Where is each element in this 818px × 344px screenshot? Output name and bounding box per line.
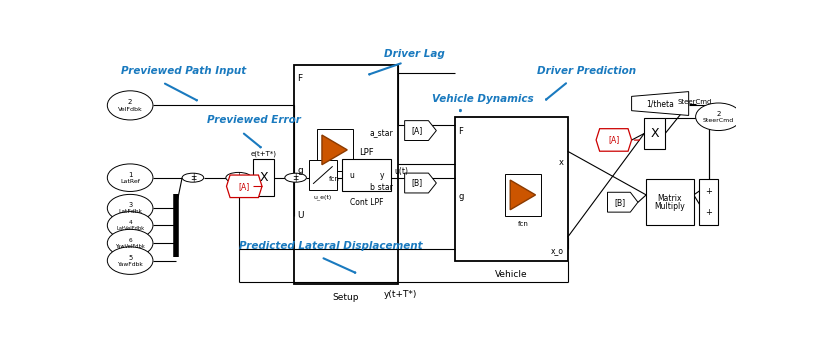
Text: VelFdbk: VelFdbk (118, 107, 142, 111)
Ellipse shape (107, 212, 153, 239)
Ellipse shape (107, 247, 153, 275)
Text: LatFdbk: LatFdbk (118, 209, 142, 214)
Text: Previewed Path Input: Previewed Path Input (121, 66, 246, 76)
Text: LatVelFdbk: LatVelFdbk (116, 226, 144, 231)
Text: 3: 3 (128, 202, 133, 208)
Polygon shape (631, 92, 689, 116)
Text: 4: 4 (128, 220, 132, 225)
Text: 5: 5 (128, 255, 133, 261)
Ellipse shape (695, 103, 741, 130)
Text: e(t+T*): e(t+T*) (250, 150, 276, 157)
FancyBboxPatch shape (455, 117, 568, 261)
Ellipse shape (107, 164, 153, 192)
Circle shape (182, 173, 204, 182)
Text: X: X (259, 171, 268, 184)
Ellipse shape (107, 229, 153, 257)
Text: Matrix: Matrix (658, 194, 682, 203)
FancyBboxPatch shape (342, 159, 391, 191)
Text: +: + (190, 172, 196, 181)
Text: F: F (298, 74, 303, 83)
Text: Previewed Error: Previewed Error (207, 115, 301, 126)
Text: y: y (380, 171, 384, 180)
Text: 1/theta: 1/theta (646, 99, 674, 108)
Text: 6: 6 (128, 238, 132, 243)
Polygon shape (227, 175, 262, 197)
Text: Driver Prediction: Driver Prediction (537, 66, 636, 76)
Text: u: u (349, 171, 354, 180)
Text: +: + (292, 172, 299, 181)
Text: b_star: b_star (370, 182, 393, 191)
Text: +: + (705, 187, 712, 196)
Text: x: x (559, 159, 564, 168)
Text: 1: 1 (128, 172, 133, 178)
Circle shape (285, 173, 307, 182)
Text: F: F (459, 127, 464, 136)
Text: +: + (190, 175, 196, 184)
FancyBboxPatch shape (294, 65, 398, 284)
Text: Cont LPF: Cont LPF (350, 197, 384, 206)
Text: +: + (235, 171, 242, 180)
Text: +: + (292, 175, 299, 184)
Text: −: − (235, 175, 242, 185)
FancyBboxPatch shape (253, 159, 274, 196)
Text: y(t+T*): y(t+T*) (384, 290, 417, 299)
Ellipse shape (107, 91, 153, 120)
Text: YawVelFdbk: YawVelFdbk (115, 244, 145, 249)
Text: X: X (650, 127, 659, 140)
Text: Vehicle: Vehicle (495, 270, 528, 279)
Text: U: U (298, 212, 304, 221)
Text: Setup: Setup (333, 293, 359, 302)
Text: [B]: [B] (614, 198, 625, 207)
Text: u(t): u(t) (394, 168, 408, 176)
Text: Multiply: Multiply (654, 202, 685, 211)
Text: u_e(t): u_e(t) (314, 194, 332, 200)
Text: a_star: a_star (370, 129, 393, 138)
Text: fcn: fcn (329, 176, 340, 182)
FancyBboxPatch shape (645, 118, 665, 149)
Text: 2: 2 (717, 111, 721, 117)
Polygon shape (405, 173, 436, 193)
Ellipse shape (107, 194, 153, 222)
Text: [B]: [B] (411, 179, 423, 187)
FancyBboxPatch shape (646, 179, 694, 225)
Text: YawFdbk: YawFdbk (117, 261, 143, 267)
Text: g: g (298, 165, 303, 174)
Text: SteerCmd: SteerCmd (678, 99, 712, 105)
Text: 2: 2 (128, 99, 133, 106)
FancyBboxPatch shape (317, 129, 353, 171)
FancyBboxPatch shape (699, 179, 718, 225)
Polygon shape (322, 135, 347, 165)
Text: fcn: fcn (518, 222, 528, 227)
Text: Driver Lag: Driver Lag (384, 49, 445, 59)
Text: LPF: LPF (359, 148, 374, 157)
FancyBboxPatch shape (505, 174, 541, 216)
Text: SteerCmd: SteerCmd (703, 118, 734, 123)
Text: [A]: [A] (239, 182, 249, 191)
Text: g: g (459, 192, 464, 201)
Text: LatRef: LatRef (120, 179, 140, 184)
Polygon shape (596, 129, 631, 151)
Text: x_o: x_o (551, 246, 564, 255)
Text: +: + (705, 208, 712, 217)
Polygon shape (608, 192, 638, 212)
Text: Vehicle Dynamics: Vehicle Dynamics (432, 94, 533, 104)
Text: [A]: [A] (411, 126, 423, 135)
Circle shape (226, 172, 251, 183)
FancyBboxPatch shape (309, 160, 337, 190)
Polygon shape (405, 121, 436, 140)
Text: [A]: [A] (609, 136, 619, 144)
Polygon shape (510, 180, 536, 210)
Text: Predicted Lateral Displacement: Predicted Lateral Displacement (239, 241, 422, 251)
